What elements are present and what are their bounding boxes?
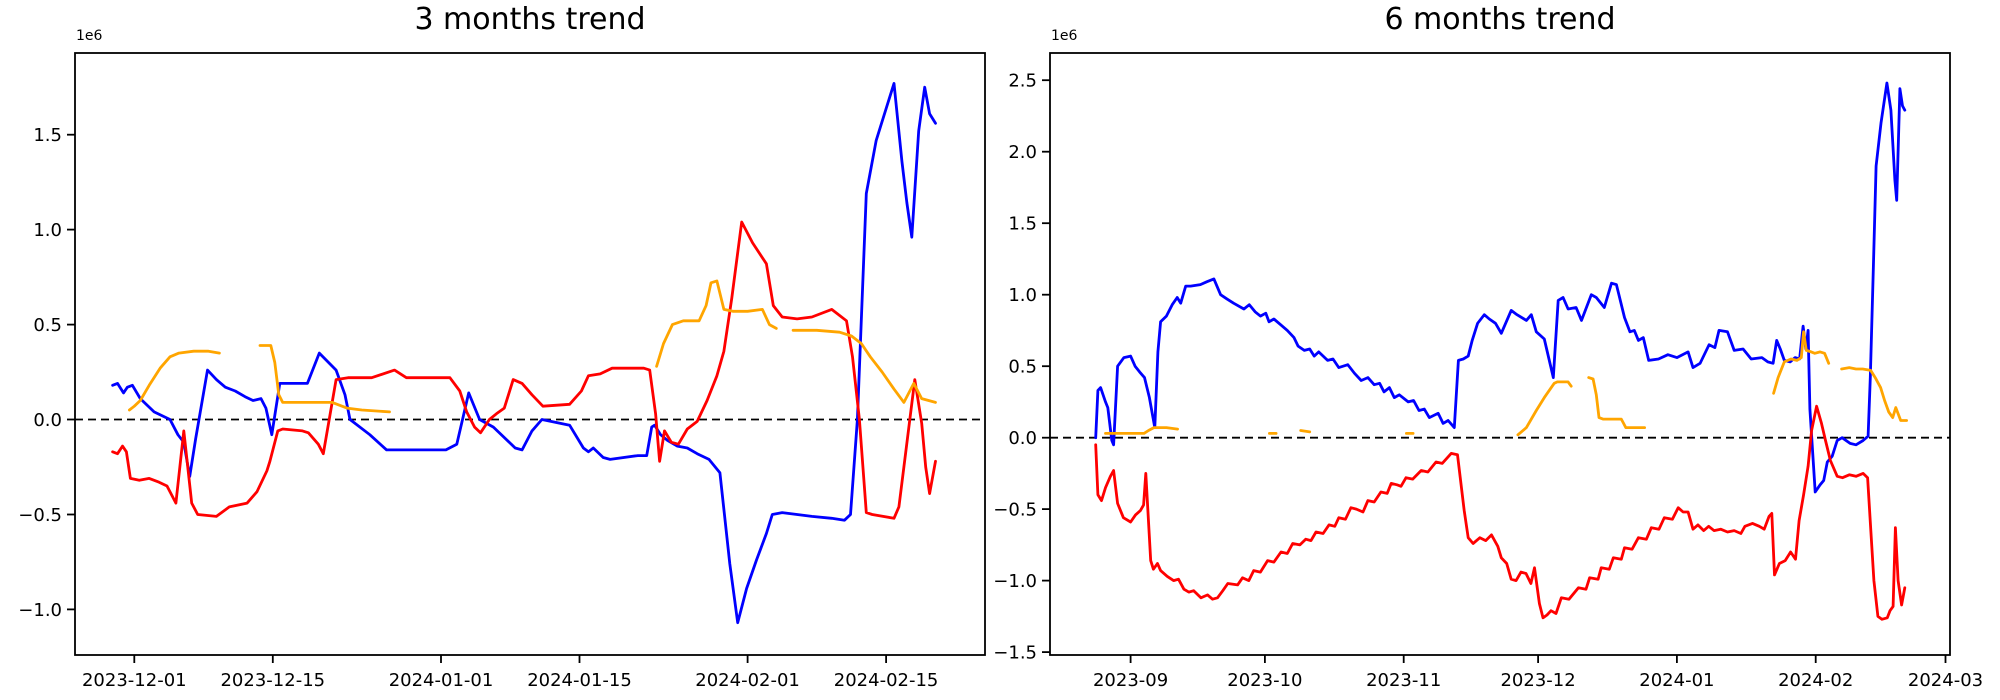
x-tick-label: 2024-01-01: [389, 670, 494, 691]
series-blue: [111, 82, 937, 625]
series-orange: [791, 328, 937, 404]
x-tick-label: 2024-02-15: [834, 670, 939, 691]
series-orange: [1587, 376, 1646, 430]
y-tick-label: 1.0: [33, 220, 62, 241]
series-orange: [1772, 330, 1831, 395]
y-tick-label: −0.5: [993, 500, 1037, 521]
plot-border: [1049, 52, 1951, 656]
y-tick-label: 0.5: [33, 315, 62, 336]
x-tick-label: 2023-11: [1366, 670, 1441, 691]
x-tick-label: 2023-09: [1093, 670, 1168, 691]
x-tick-label: 2023-12-15: [220, 670, 325, 691]
x-tick-label: 2024-02: [1778, 670, 1853, 691]
x-tick-label: 2024-01-15: [527, 670, 632, 691]
series-red: [111, 220, 937, 520]
y-tick-label: −1.0: [18, 600, 62, 621]
y-tick-label: −0.5: [18, 505, 62, 526]
series-orange: [1299, 429, 1312, 434]
y-tick-label: 0.5: [1008, 357, 1037, 378]
y-tick-label: 0.0: [33, 410, 62, 431]
x-tick-label: 2024-01: [1639, 670, 1714, 691]
series-blue: [1094, 81, 1907, 494]
series-orange: [1516, 380, 1573, 437]
y-tick-label: 1.5: [33, 125, 62, 146]
series-orange: [127, 349, 221, 412]
x-tick-label: 2023-12-01: [82, 670, 187, 691]
chart-1: 2023-09 2023-10 2023-11 2023-12 2024-01 2024-…: [993, 52, 1983, 691]
y-axis-offset-label-right: 1e6: [1051, 28, 1078, 44]
x-tick-label: 2023-10: [1227, 670, 1302, 691]
y-tick-label: −1.0: [993, 571, 1037, 592]
x-tick-label: 2023-12: [1500, 670, 1575, 691]
series-red: [1094, 404, 1907, 621]
y-tick-label: 2.0: [1008, 142, 1037, 163]
y-tick-label: 1.5: [1008, 214, 1037, 235]
plot-border: [74, 52, 986, 656]
y-tick-label: 0.0: [1008, 428, 1037, 449]
x-tick-label: 2024-02-01: [695, 670, 800, 691]
series-orange: [258, 344, 391, 414]
y-tick-label: 1.0: [1008, 285, 1037, 306]
series-orange: [1104, 426, 1179, 435]
x-tick-label: 2024-03: [1908, 670, 1983, 691]
chart-title-6-months: 6 months trend: [1384, 2, 1616, 37]
series-orange: [655, 279, 778, 368]
chart-title-3-months: 3 months trend: [414, 2, 646, 37]
chart-0: 2023-12-01 2023-12-15 2024-01-01 2024-01-15…: [18, 52, 986, 691]
series-orange: [1840, 366, 1908, 422]
y-tick-label: −1.5: [993, 643, 1037, 664]
y-axis-offset-label-left: 1e6: [76, 28, 103, 44]
y-tick-label: 2.5: [1008, 71, 1037, 92]
